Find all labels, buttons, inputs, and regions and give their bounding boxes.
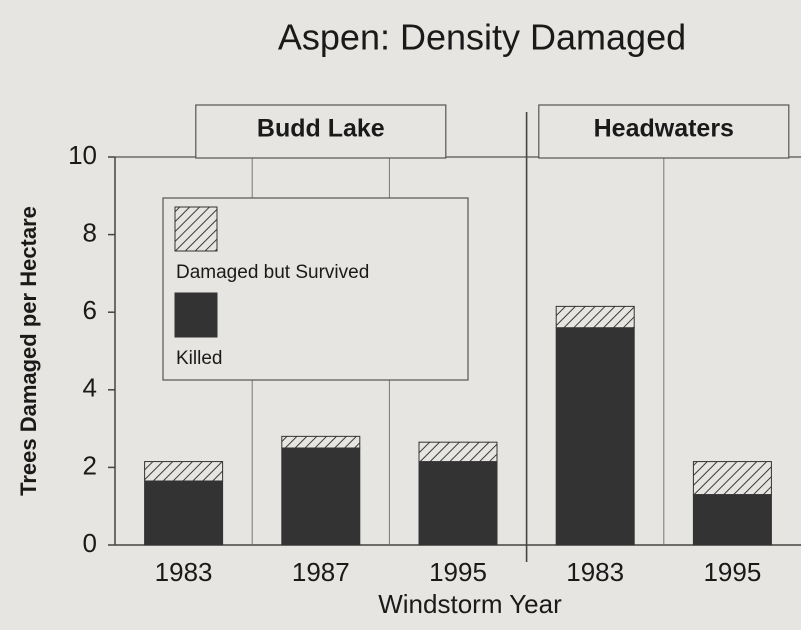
panel-title-box xyxy=(195,104,447,159)
bar-segment xyxy=(418,441,498,463)
y-tick-label: 0 xyxy=(83,528,97,558)
panel-title: Headwaters xyxy=(594,115,734,143)
panel-title: Budd Lake xyxy=(257,115,385,143)
bar-segment xyxy=(281,447,361,546)
bar-segment xyxy=(555,305,635,329)
bar-segment xyxy=(692,494,772,546)
bar-segment xyxy=(281,435,361,449)
x-tick-label: 1983 xyxy=(155,557,213,587)
x-tick-label: 1987 xyxy=(292,557,350,587)
legend-swatch xyxy=(174,206,218,252)
y-axis-label: Trees Damaged per Hectare xyxy=(16,206,41,496)
bar-segment xyxy=(144,480,224,546)
legend-label: Killed xyxy=(176,348,222,369)
y-tick-label: 10 xyxy=(68,140,97,170)
x-tick-label: 1983 xyxy=(566,557,624,587)
y-tick-label: 6 xyxy=(83,295,97,325)
x-axis-label: Windstorm Year xyxy=(378,589,562,619)
legend-label: Damaged but Survived xyxy=(176,262,369,283)
chart-title: Aspen: Density Damaged xyxy=(278,17,686,58)
bar-segment xyxy=(692,461,772,496)
bar-segment xyxy=(418,461,498,546)
bar-segment xyxy=(144,461,224,482)
y-tick-label: 4 xyxy=(83,373,97,403)
panel-title-box xyxy=(538,104,790,159)
x-tick-label: 1995 xyxy=(703,557,761,587)
legend-swatch xyxy=(174,292,218,338)
bar-segment xyxy=(555,327,635,546)
x-tick-label: 1995 xyxy=(429,557,487,587)
y-tick-label: 2 xyxy=(83,450,97,480)
y-tick-label: 8 xyxy=(83,217,97,247)
